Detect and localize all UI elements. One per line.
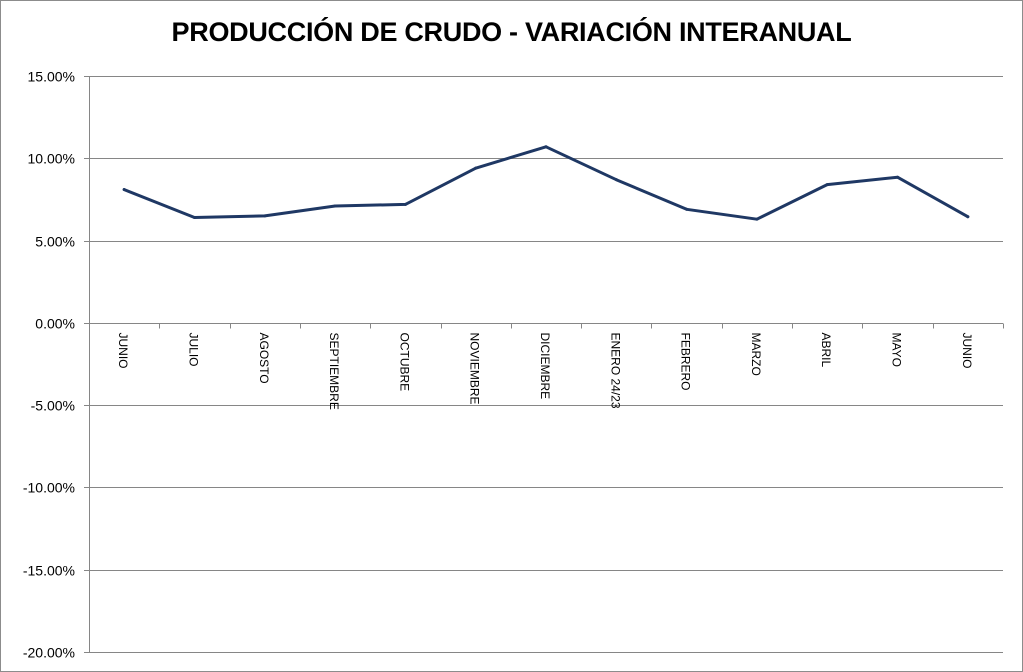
y-tick-label: 0.00% <box>35 316 75 332</box>
x-category-label: FEBRERO <box>679 333 693 391</box>
x-category-label: ENERO 24/23 <box>608 333 622 409</box>
x-category-label: JUNIO <box>960 333 974 369</box>
data-point <box>685 207 689 211</box>
x-category-label: AGOSTO <box>257 333 271 384</box>
data-point <box>896 175 900 179</box>
y-axis-tick-labels: 15.00% 10.00% 5.00% 0.00% -5.00% -10.00% -15.0… <box>23 69 75 661</box>
data-point <box>825 183 829 187</box>
x-category-label: SEPTIEMBRE <box>327 333 341 410</box>
x-category-label: OCTUBRE <box>397 333 411 392</box>
x-category-label: MARZO <box>749 333 763 376</box>
data-point <box>614 178 618 182</box>
y-tick-label: 15.00% <box>28 69 75 85</box>
x-category-label: NOVIEMBRE <box>468 333 482 405</box>
y-tick-label: 5.00% <box>35 234 75 250</box>
axes <box>84 76 1004 653</box>
series-line <box>122 145 970 221</box>
data-point <box>263 214 267 218</box>
gridlines <box>89 76 1003 653</box>
data-point <box>474 166 478 170</box>
data-point <box>403 202 407 206</box>
data-point <box>122 188 126 192</box>
y-tick-label: -15.00% <box>23 563 75 579</box>
x-category-label: MAYO <box>890 333 904 367</box>
series-layer <box>122 145 970 221</box>
y-tick-label: -20.00% <box>23 645 75 661</box>
x-axis-category-labels: JUNIO JULIO AGOSTO SEPTIEMBRE OCTUBRE NOVIEMB… <box>116 333 974 410</box>
x-category-label: JULIO <box>186 333 200 367</box>
chart-title: PRODUCCIÓN DE CRUDO - VARIACIÓN INTERANU… <box>171 17 852 47</box>
data-point <box>755 217 759 221</box>
y-tick-label: -10.00% <box>23 480 75 496</box>
data-point <box>966 215 970 219</box>
data-point <box>192 216 196 220</box>
x-category-label: DICIEMBRE <box>538 333 552 400</box>
y-tick-label: 10.00% <box>28 151 75 167</box>
data-point <box>333 204 337 208</box>
x-category-label: JUNIO <box>116 333 130 369</box>
data-point <box>544 145 548 149</box>
x-category-label: ABRIL <box>819 333 833 368</box>
y-tick-label: -5.00% <box>31 398 75 414</box>
